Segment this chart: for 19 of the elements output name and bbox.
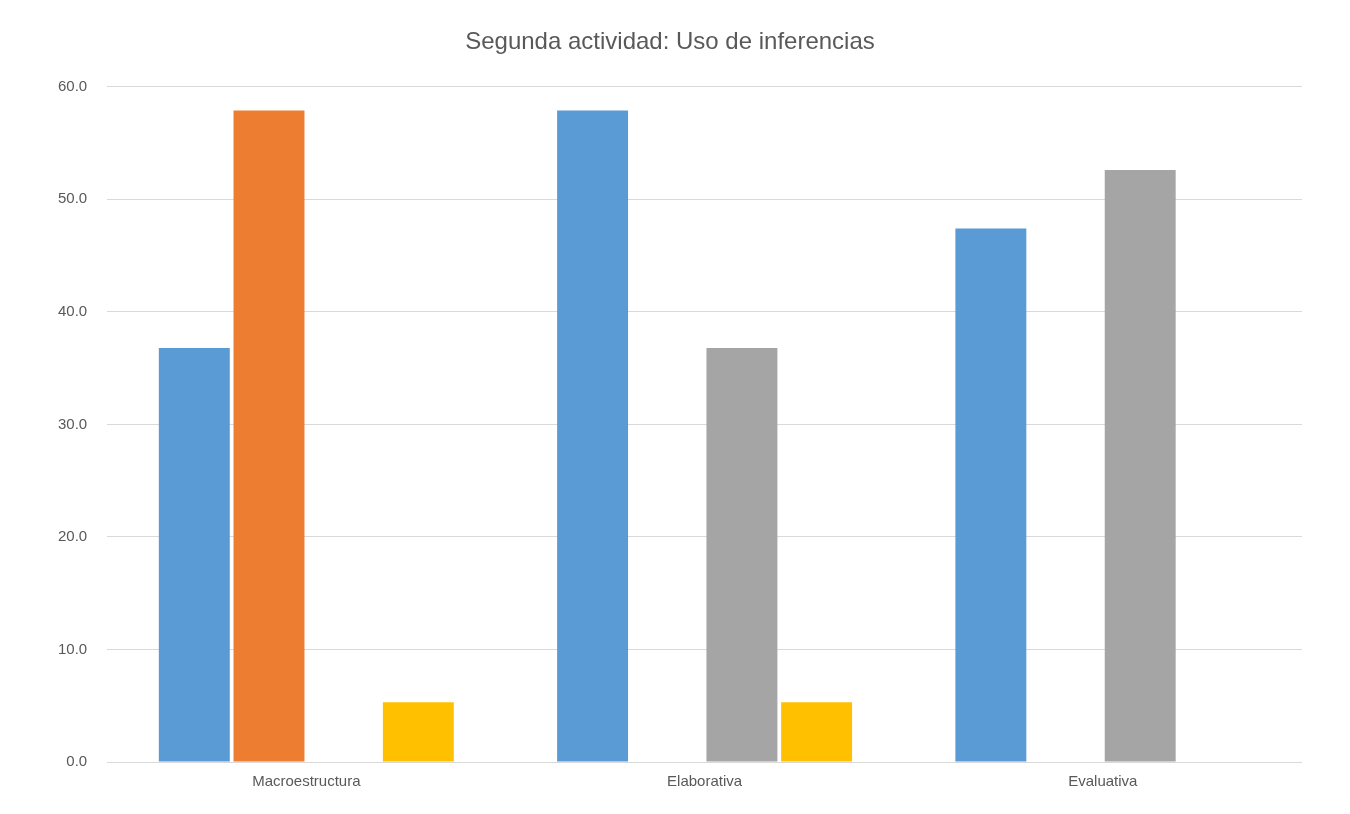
bar: [557, 110, 629, 762]
bar: [1104, 170, 1176, 762]
x-tick-label: Evaluativa: [1068, 772, 1139, 790]
bar: [781, 702, 853, 762]
bar: [955, 228, 1027, 762]
bar: [233, 110, 305, 762]
bar: [158, 347, 230, 762]
y-tick-label: 60.0: [57, 76, 88, 94]
y-tick-label: 0.0: [66, 752, 88, 770]
chart-title: Segunda actividad: Uso de inferencias: [465, 27, 875, 55]
y-tick-label: 50.0: [57, 189, 88, 207]
y-tick-label: 10.0: [57, 639, 88, 657]
x-tick-label: Macroestructura: [252, 772, 362, 790]
bar: [382, 702, 454, 762]
y-tick-label: 30.0: [57, 414, 88, 432]
y-tick-label: 20.0: [57, 527, 88, 545]
y-tick-label: 40.0: [57, 302, 88, 320]
bar: [706, 347, 778, 762]
x-tick-label: Elaborativa: [667, 772, 743, 790]
